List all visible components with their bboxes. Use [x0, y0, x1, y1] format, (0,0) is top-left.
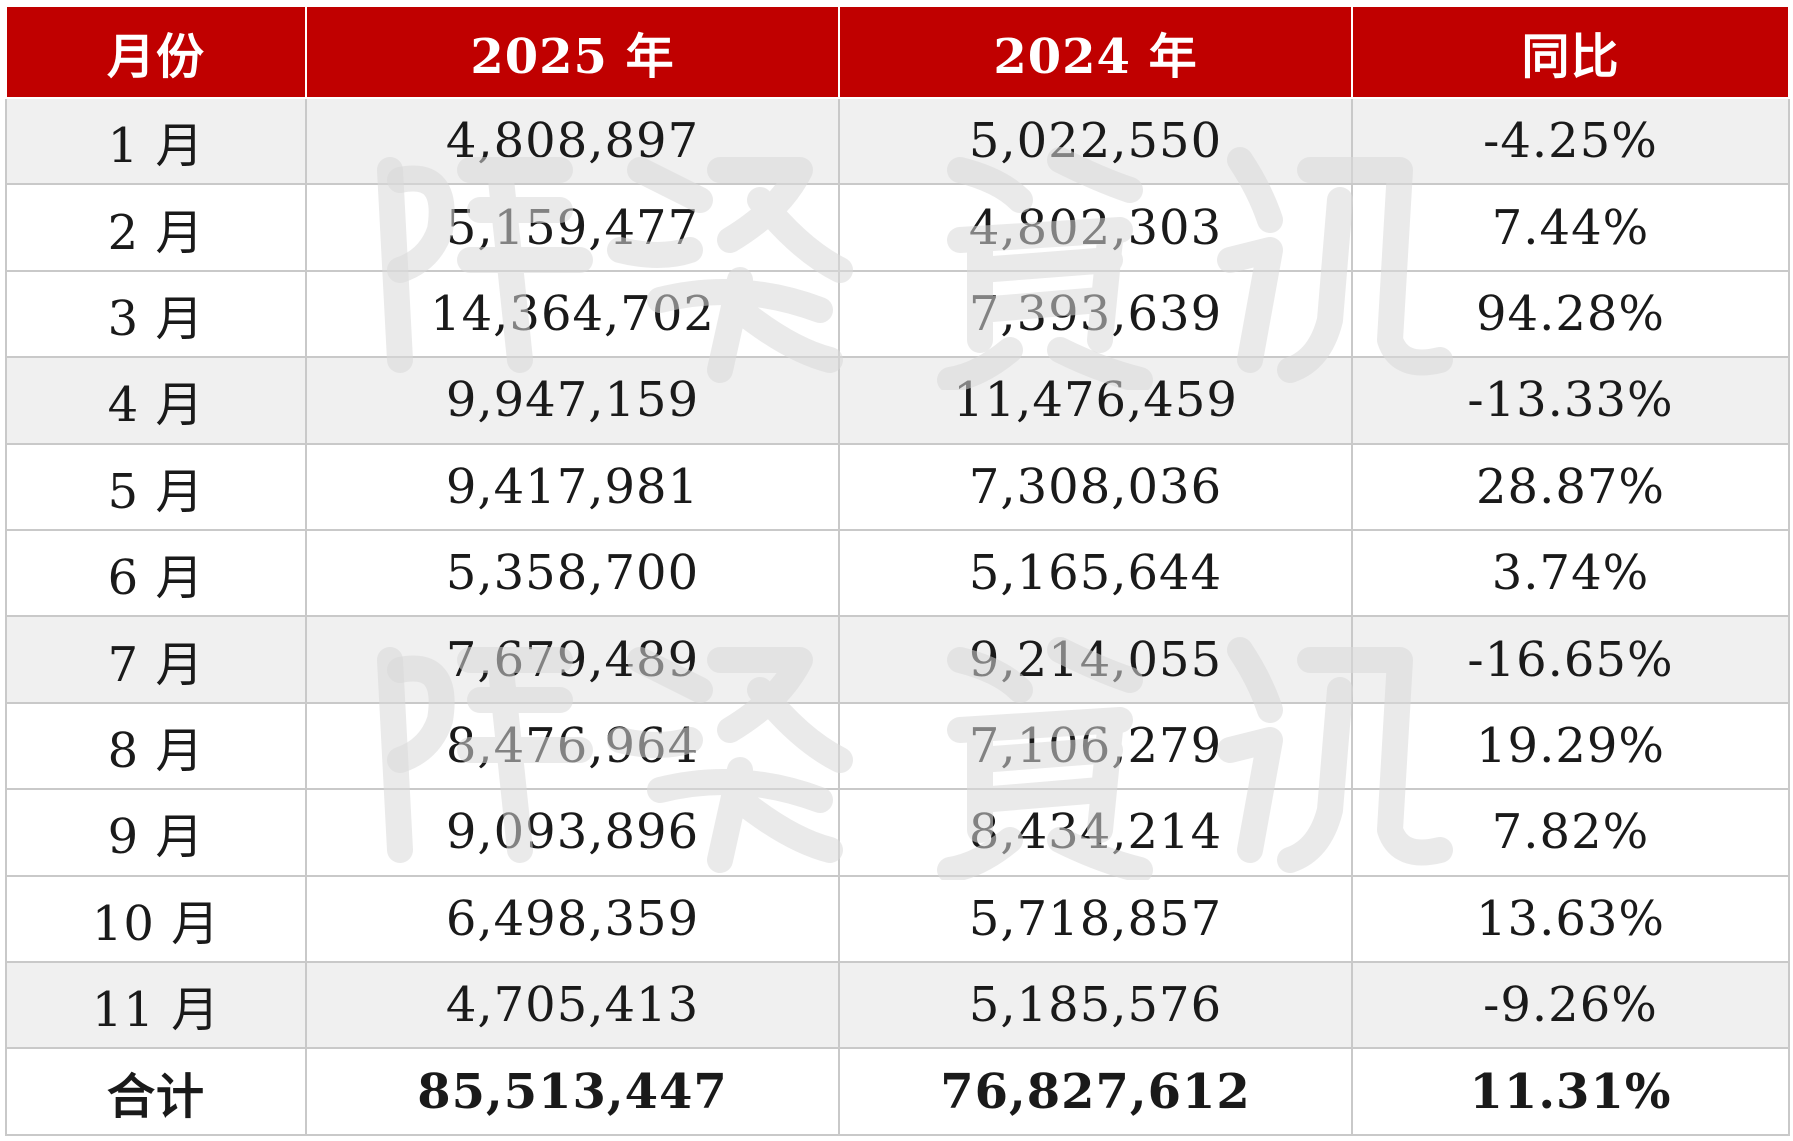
cell-2025: 9,947,159: [305, 356, 840, 445]
cell-yoy: -13.33%: [1351, 356, 1790, 445]
cell-month: 8 月: [5, 701, 307, 791]
table-row: 6 月 5,358,700 5,165,644 3.74%: [5, 529, 1790, 618]
cell-2025: 9,417,981: [305, 442, 840, 532]
cell-2025: 5,159,477: [305, 183, 840, 272]
cell-2025: 5,358,700: [305, 529, 840, 618]
cell-2024: 5,022,550: [838, 96, 1353, 186]
cell-month: 2 月: [5, 183, 307, 272]
header-2025: 2025 年: [305, 5, 840, 99]
cell-month: 1 月: [5, 96, 307, 186]
table-row: 3 月 14,364,702 7,393,639 94.28%: [5, 269, 1790, 359]
total-label: 合计: [5, 1047, 307, 1136]
cell-month: 4 月: [5, 356, 307, 445]
cell-yoy: 94.28%: [1351, 269, 1790, 359]
table-row: 5 月 9,417,981 7,308,036 28.87%: [5, 442, 1790, 532]
total-yoy: 11.31%: [1351, 1047, 1790, 1136]
cell-yoy: -4.25%: [1351, 96, 1790, 186]
cell-2025: 4,705,413: [305, 961, 840, 1050]
cell-yoy: 19.29%: [1351, 701, 1790, 791]
cell-2025: 7,679,489: [305, 615, 840, 704]
cell-2024: 8,434,214: [838, 788, 1353, 877]
table-row: 10 月 6,498,359 5,718,857 13.63%: [5, 874, 1790, 964]
cell-2025: 14,364,702: [305, 269, 840, 359]
cell-2024: 5,165,644: [838, 529, 1353, 618]
cell-month: 11 月: [5, 961, 307, 1050]
cell-2024: 7,106,279: [838, 701, 1353, 791]
cell-2025: 9,093,896: [305, 788, 840, 877]
table-row: 2 月 5,159,477 4,802,303 7.44%: [5, 183, 1790, 272]
cell-month: 6 月: [5, 529, 307, 618]
cell-2024: 9,214,055: [838, 615, 1353, 704]
total-row: 合计 85,513,447 76,827,612 11.31%: [5, 1047, 1790, 1136]
cell-yoy: -16.65%: [1351, 615, 1790, 704]
table-row: 4 月 9,947,159 11,476,459 -13.33%: [5, 356, 1790, 445]
cell-2024: 11,476,459: [838, 356, 1353, 445]
cell-2025: 6,498,359: [305, 874, 840, 964]
cell-2025: 4,808,897: [305, 96, 840, 186]
table-body: 1 月 4,808,897 5,022,550 -4.25% 2 月 5,159…: [5, 96, 1790, 1136]
cell-2024: 7,308,036: [838, 442, 1353, 532]
table-row: 1 月 4,808,897 5,022,550 -4.25%: [5, 96, 1790, 186]
cell-2024: 4,802,303: [838, 183, 1353, 272]
table-row: 8 月 8,476,964 7,106,279 19.29%: [5, 701, 1790, 791]
cell-month: 10 月: [5, 874, 307, 964]
table-row: 7 月 7,679,489 9,214,055 -16.65%: [5, 615, 1790, 704]
total-2025: 85,513,447: [305, 1047, 840, 1136]
cell-2024: 5,718,857: [838, 874, 1353, 964]
cell-2024: 7,393,639: [838, 269, 1353, 359]
table-header: 月份 2025 年 2024 年 同比: [5, 5, 1790, 99]
total-2024: 76,827,612: [838, 1047, 1353, 1136]
cell-2025: 8,476,964: [305, 701, 840, 791]
cell-month: 7 月: [5, 615, 307, 704]
cell-2024: 5,185,576: [838, 961, 1353, 1050]
table-row: 9 月 9,093,896 8,434,214 7.82%: [5, 788, 1790, 877]
cell-yoy: 7.82%: [1351, 788, 1790, 877]
header-2024: 2024 年: [838, 5, 1353, 99]
cell-month: 5 月: [5, 442, 307, 532]
table-container: 月份 2025 年 2024 年 同比 1 月 4,808,897 5,022,…: [5, 5, 1790, 1136]
cell-month: 3 月: [5, 269, 307, 359]
cell-yoy: 28.87%: [1351, 442, 1790, 532]
header-yoy: 同比: [1351, 5, 1790, 99]
sales-table: 月份 2025 年 2024 年 同比 1 月 4,808,897 5,022,…: [5, 5, 1790, 1136]
cell-yoy: 7.44%: [1351, 183, 1790, 272]
header-month: 月份: [5, 5, 307, 99]
cell-month: 9 月: [5, 788, 307, 877]
cell-yoy: 13.63%: [1351, 874, 1790, 964]
cell-yoy: -9.26%: [1351, 961, 1790, 1050]
header-row: 月份 2025 年 2024 年 同比: [5, 5, 1790, 99]
cell-yoy: 3.74%: [1351, 529, 1790, 618]
table-row: 11 月 4,705,413 5,185,576 -9.26%: [5, 961, 1790, 1050]
